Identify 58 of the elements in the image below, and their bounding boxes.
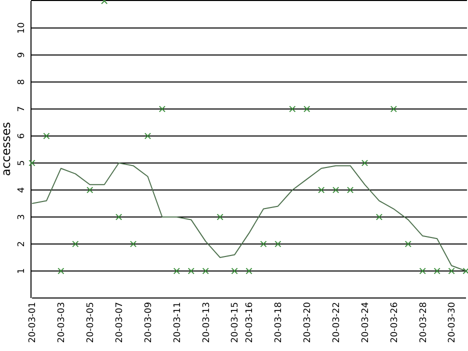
point (216, 214, 224, 220)
point (318, 186, 325, 194)
x-tick-label: 20-03-11 (172, 302, 183, 343)
point (58, 268, 64, 274)
x-tick-label: 20-03-13 (202, 302, 212, 343)
point (462, 268, 468, 274)
point (376, 214, 382, 220)
point (144, 132, 152, 140)
point (116, 214, 122, 220)
x-tick-label: 20-03-09 (144, 302, 154, 343)
y-tick-label: 3 (17, 214, 28, 220)
point (130, 240, 137, 248)
point (419, 268, 426, 274)
y-tick-label: 7 (17, 106, 28, 112)
x-tick-label: 20-03-03 (57, 302, 68, 343)
y-tick-label: 5 (17, 160, 28, 166)
point (260, 240, 267, 248)
x-tick-label: 20-03-18 (274, 302, 284, 343)
y-tick-label: 9 (17, 52, 28, 58)
point (72, 240, 79, 248)
point (202, 268, 209, 274)
point (231, 268, 238, 274)
y-tick-label: 1 (17, 268, 28, 274)
point (304, 106, 310, 112)
point (86, 186, 94, 194)
x-tick-label: 20-03-05 (86, 302, 96, 343)
x-tick-label: 20-03-16 (245, 302, 256, 343)
x-tick-label: 20-03-20 (303, 302, 314, 343)
point (361, 160, 368, 166)
point (246, 268, 252, 274)
y-tick-label: 6 (17, 132, 28, 139)
point (390, 106, 397, 112)
x-tick-label: 20-03-22 (332, 302, 342, 343)
x-tick-label: 20-03-30 (448, 302, 458, 343)
point (434, 268, 440, 274)
point (188, 268, 194, 274)
y-tick-label: 2 (17, 241, 28, 247)
y-tick-label: 10 (17, 22, 28, 34)
point (43, 132, 50, 140)
point (28, 160, 36, 166)
point (274, 240, 282, 248)
y-axis-title: accesses (0, 122, 13, 176)
point (404, 240, 412, 248)
x-tick-label: 20-03-26 (390, 302, 400, 343)
point (332, 186, 340, 194)
y-tick-label: 8 (17, 78, 28, 85)
point (346, 186, 354, 194)
x-tick-label: 20-03-28 (418, 302, 429, 343)
point (289, 106, 296, 112)
x-tick-label: 20-03-07 (114, 302, 125, 343)
point (448, 268, 455, 274)
point (173, 268, 180, 274)
point (158, 106, 166, 112)
y-tick-label: 4 (17, 186, 28, 193)
x-tick-label: 20-03-24 (360, 302, 371, 343)
line-series (32, 162, 466, 272)
x-tick-label: 20-03-01 (28, 302, 38, 343)
x-tick-label: 20-03-15 (230, 302, 241, 343)
